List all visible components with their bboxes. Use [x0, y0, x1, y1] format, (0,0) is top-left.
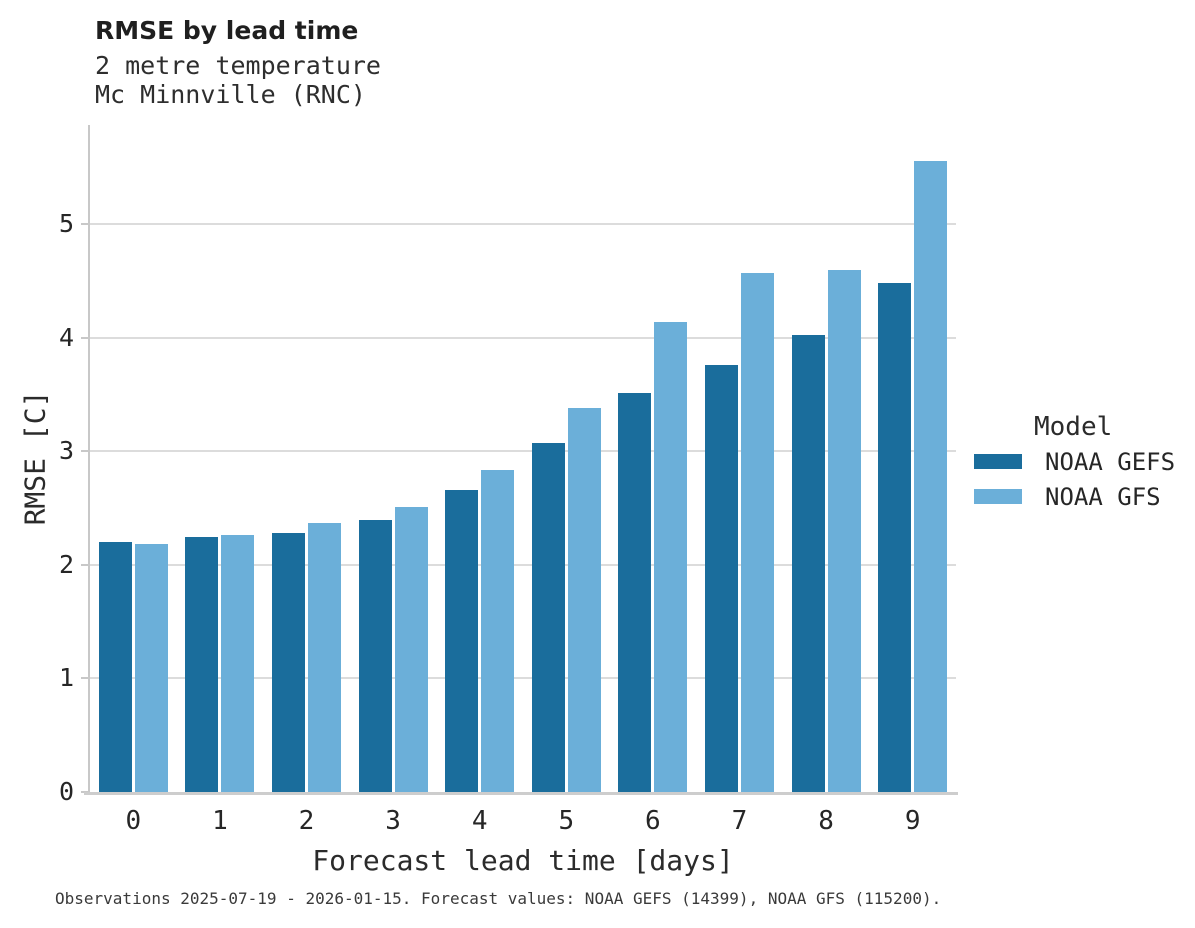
y-tick-label-5: 5: [58, 208, 74, 238]
bar-group-day-0: [90, 125, 177, 792]
legend-items: NOAA GEFS NOAA GFS: [974, 448, 1189, 511]
bar-group-day-5: [523, 125, 610, 792]
bar-noaa-gefs-day-1: [185, 537, 219, 792]
footer-note: Observations 2025-07-19 - 2026-01-15. Fo…: [55, 889, 942, 908]
x-tick-label-7: 7: [731, 806, 748, 836]
bar-noaa-gefs-day-4: [445, 490, 479, 792]
x-tick-label-5: 5: [558, 806, 575, 836]
bar-group-day-8: [783, 125, 870, 792]
bar-noaa-gfs-day-6: [654, 322, 688, 792]
bar-group-day-3: [350, 125, 437, 792]
bar-noaa-gefs-day-7: [704, 365, 738, 792]
bar-noaa-gfs-day-9: [914, 161, 948, 792]
y-tick-5: [81, 222, 88, 225]
legend-swatch-noaa-gefs: [974, 454, 1022, 469]
y-tick-label-1: 1: [58, 663, 74, 693]
x-tick-label-6: 6: [645, 806, 661, 836]
chart-title: RMSE by lead time: [95, 16, 359, 45]
x-tick-label-0: 0: [125, 806, 142, 836]
bar-noaa-gefs-day-0: [98, 542, 132, 792]
chart-subtitle-variable: 2 metre temperature: [95, 51, 381, 80]
x-tick-label-4: 4: [471, 806, 488, 836]
bars-container: [90, 125, 956, 792]
legend-swatch-noaa-gfs: [974, 489, 1022, 504]
bar-noaa-gfs-day-5: [567, 408, 601, 792]
legend: Model NOAA GEFS NOAA GFS: [974, 412, 1189, 524]
x-axis-spine: [84, 792, 958, 795]
y-axis-label: RMSE [C]: [18, 390, 52, 526]
legend-item-noaa-gfs: NOAA GFS: [974, 483, 1189, 511]
gridline-y-5: [90, 222, 956, 225]
x-tick-label-8: 8: [818, 806, 834, 836]
chart-subtitle-station: Mc Minnville (RNC): [95, 80, 366, 109]
bar-noaa-gefs-day-2: [271, 533, 305, 792]
y-tick-3: [81, 450, 88, 453]
bar-group-day-4: [436, 125, 523, 792]
y-tick-1: [81, 677, 88, 680]
bar-group-day-2: [263, 125, 350, 792]
bar-noaa-gfs-day-7: [740, 273, 774, 792]
bar-group-day-1: [177, 125, 264, 792]
x-axis-label: Forecast lead time [days]: [312, 844, 734, 877]
bar-noaa-gfs-day-0: [134, 544, 168, 792]
bar-noaa-gfs-day-1: [221, 535, 255, 792]
bar-noaa-gefs-day-3: [358, 520, 392, 792]
gridline-y-3: [90, 450, 956, 453]
bar-group-day-9: [869, 125, 956, 792]
y-tick-4: [81, 336, 88, 339]
bar-noaa-gfs-day-3: [394, 507, 428, 792]
bar-noaa-gefs-day-5: [531, 443, 565, 792]
x-tick-label-2: 2: [298, 806, 315, 836]
legend-item-noaa-gefs: NOAA GEFS: [974, 448, 1189, 476]
bar-noaa-gefs-day-9: [878, 283, 912, 792]
y-tick-label-3: 3: [58, 436, 74, 466]
bar-noaa-gfs-day-4: [481, 470, 515, 792]
x-tick-label-9: 9: [904, 806, 921, 836]
x-axis-tick-labels: 0 1 2 3 4 5 6 7 8 9: [90, 806, 956, 836]
x-tick-label-3: 3: [385, 806, 401, 836]
bar-noaa-gfs-day-8: [827, 270, 861, 792]
bar-group-day-6: [610, 125, 697, 792]
legend-label-noaa-gefs: NOAA GEFS: [1045, 447, 1176, 476]
legend-label-noaa-gfs: NOAA GFS: [1045, 482, 1161, 511]
bar-noaa-gfs-day-2: [307, 523, 341, 792]
x-tick-label-1: 1: [212, 806, 228, 836]
legend-title: Model: [1034, 412, 1113, 442]
gridline-y-2: [90, 563, 956, 566]
plot-area: [81, 125, 958, 795]
gridline-y-4: [90, 336, 956, 339]
y-axis-tick-labels: 0 1 2 3 4 5: [0, 125, 74, 804]
y-tick-label-4: 4: [58, 322, 74, 352]
y-axis-spine: [88, 125, 90, 792]
bar-group-day-7: [696, 125, 783, 792]
gridline-y-1: [90, 677, 956, 680]
y-tick-label-0: 0: [58, 777, 74, 806]
bar-noaa-gefs-day-8: [791, 335, 825, 792]
y-tick-label-2: 2: [58, 549, 74, 579]
y-tick-2: [81, 563, 88, 566]
bar-noaa-gefs-day-6: [618, 393, 652, 792]
